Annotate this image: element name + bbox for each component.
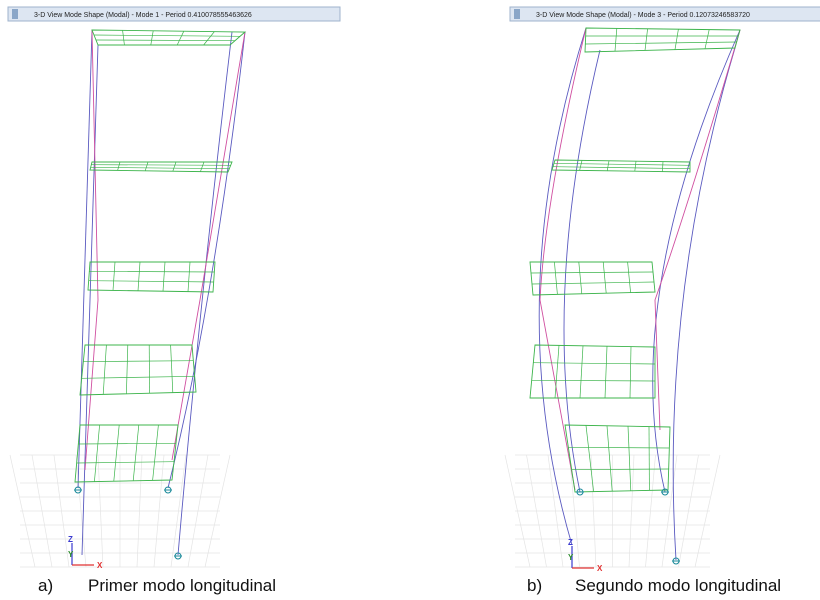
slab-grid (554, 262, 557, 294)
figure: 3-D View Mode Shape (Modal) - Mode 1 - P… (0, 0, 820, 600)
slab-grid (200, 162, 204, 172)
slab-grid (585, 42, 736, 44)
caption-letter: a) (38, 576, 53, 595)
slab-grid (177, 31, 184, 45)
floor-slab (585, 28, 740, 52)
slab-grid (113, 262, 115, 290)
slab-grid (118, 162, 120, 170)
slab-grid (607, 161, 609, 171)
caption-letter: b) (527, 576, 542, 595)
slab-grid (603, 262, 606, 293)
slab-grid (94, 35, 240, 36)
frames (74, 28, 740, 564)
slab-grid (628, 426, 631, 491)
slab-grid (82, 376, 195, 378)
slab-grid (532, 282, 654, 284)
window-title: 3-D View Mode Shape (Modal) - Mode 1 - P… (34, 12, 252, 19)
page: 3-D View Mode Shape (Modal) - Mode 1 - P… (0, 0, 820, 600)
slab-grid (586, 425, 594, 491)
axis-triad: Z Y X (568, 538, 603, 573)
ground-grid (10, 455, 720, 567)
floor-slab (80, 345, 196, 395)
y-label: Y (68, 550, 74, 559)
slab-grid (532, 380, 655, 381)
slab-grid (553, 167, 690, 169)
slab-grid (153, 425, 159, 480)
column (653, 30, 740, 492)
column (172, 32, 245, 460)
window-title: 3-D View Mode Shape (Modal) - Mode 3 - P… (536, 12, 750, 19)
slab-grid (605, 346, 607, 398)
slab-grid (171, 345, 173, 393)
floor-slab (88, 262, 215, 292)
floor-slab (530, 345, 655, 398)
slab-grid (531, 272, 653, 273)
column (539, 28, 586, 545)
x-label: X (597, 564, 603, 573)
floor-slab (565, 425, 670, 492)
slab-grid (133, 425, 139, 481)
slab-grid (83, 361, 193, 362)
slab-grid (635, 161, 636, 171)
slab-grid (78, 443, 176, 444)
floor-slab (530, 262, 655, 295)
slab-grid (103, 345, 106, 394)
slab-grid (645, 29, 648, 51)
column (178, 32, 232, 555)
slab-grid (91, 167, 230, 168)
slab-grid (630, 347, 631, 398)
z-label: Z (68, 535, 73, 544)
y-label: Y (568, 553, 574, 562)
column (540, 28, 586, 490)
floor-slab (552, 160, 690, 172)
axis-triad: Z Y X (68, 535, 103, 570)
slab-grid (138, 262, 140, 291)
column (655, 30, 740, 430)
title-icon (12, 9, 18, 19)
slab-grid (579, 262, 582, 294)
slab-grid (123, 30, 125, 45)
slab-grid (126, 345, 127, 394)
caption: Segundo modo longitudinal (575, 576, 781, 595)
slab-grid (607, 426, 612, 491)
column (82, 45, 98, 555)
slab-grid (568, 447, 669, 448)
column (78, 30, 92, 488)
slab-grid (705, 30, 709, 49)
slab-grid (151, 31, 153, 45)
slab-grid (163, 262, 165, 291)
title-icon (514, 9, 520, 19)
slab-grid (173, 162, 176, 171)
slab-grid (77, 462, 174, 463)
floor-slab (92, 30, 245, 45)
slab-grid (675, 29, 678, 49)
slab-grid (91, 165, 230, 166)
caption: Primer modo longitudinal (88, 576, 276, 595)
slab-grid (662, 162, 663, 172)
slab-grid (554, 163, 690, 165)
slab-grid (628, 262, 631, 293)
slab-grid (204, 32, 215, 45)
slab-grid (580, 346, 583, 398)
slab-grid (145, 162, 148, 171)
slab-grid (96, 40, 235, 41)
slab-grid (615, 28, 617, 51)
slab-grid (114, 425, 119, 481)
slab-grid (188, 262, 190, 292)
slab-grid (580, 160, 582, 170)
z-label: Z (568, 538, 573, 547)
slab-grid (89, 271, 214, 272)
floor-slab (90, 162, 232, 172)
slab-grid (89, 281, 214, 282)
x-label: X (97, 561, 103, 570)
